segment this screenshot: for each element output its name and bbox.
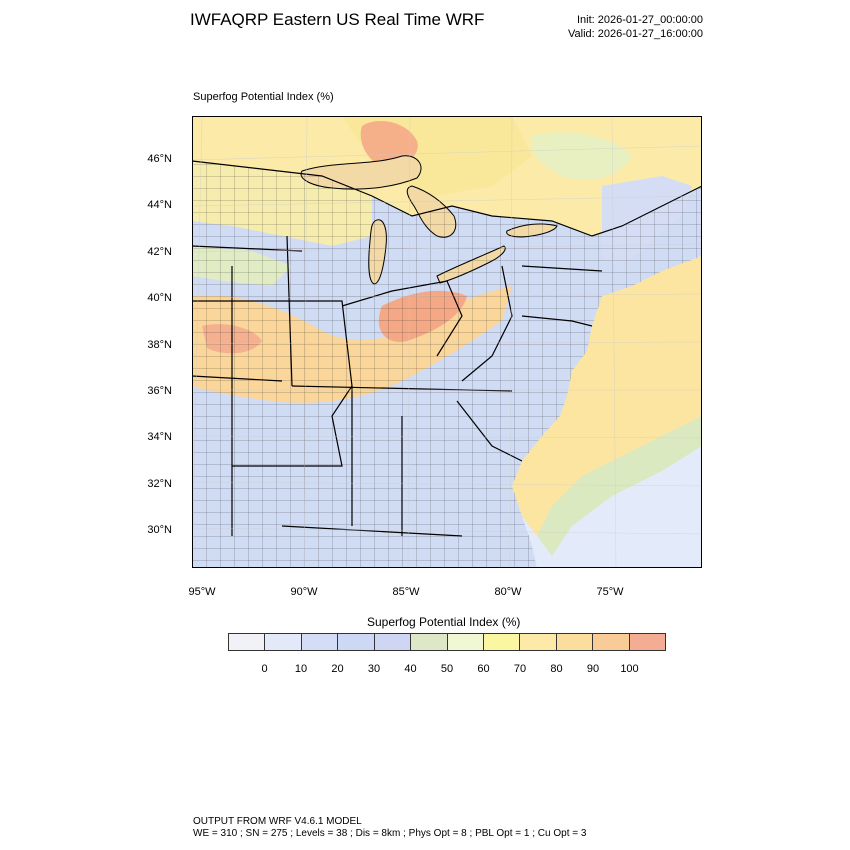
colorbar-cell	[629, 634, 666, 650]
lat-label-40: 40°N	[147, 292, 172, 304]
lon-label-95: 95°W	[188, 586, 216, 598]
footer-model: OUTPUT FROM WRF V4.6.1 MODEL	[193, 816, 362, 827]
init-time: Init: 2026-01-27_00:00:00	[577, 14, 703, 26]
colorbar-cell	[593, 634, 630, 650]
lat-label-44: 44°N	[147, 199, 172, 211]
valid-time: Valid: 2026-01-27_16:00:00	[568, 28, 703, 40]
map-plot	[192, 116, 702, 568]
field-label: Superfog Potential Index (%)	[193, 91, 334, 103]
colorbar-tick-label: 40	[404, 663, 417, 675]
lat-label-32: 32°N	[147, 478, 172, 490]
colorbar-cell	[411, 634, 448, 650]
colorbar-tick-label: 30	[367, 663, 381, 675]
colorbar-title: Superfog Potential Index (%)	[367, 615, 521, 629]
graticule	[192, 116, 702, 568]
colorbar-cell	[229, 634, 266, 650]
lat-label-34: 34°N	[147, 431, 172, 443]
colorbar-tick-label: 0	[261, 663, 268, 675]
colorbar-tick-label: 60	[477, 663, 490, 675]
colorbar-cell	[265, 634, 302, 650]
lat-label-46: 46°N	[147, 153, 172, 165]
lon-label-85: 85°W	[392, 586, 420, 598]
colorbar-tick-label: 70	[513, 663, 527, 675]
colorbar-tick-label: 10	[294, 663, 308, 675]
colorbar-tick-label: 100	[620, 663, 639, 675]
colorbar-tick-label: 90	[586, 663, 600, 675]
lat-label-42: 42°N	[147, 246, 172, 258]
colorbar	[228, 633, 666, 651]
page-title: IWFAQRP Eastern US Real Time WRF	[190, 10, 485, 29]
lat-label-38: 38°N	[147, 339, 172, 351]
colorbar-tick-label: 20	[331, 663, 344, 675]
colorbar-tick-label: 50	[440, 663, 454, 675]
colorbar-cell	[338, 634, 375, 650]
colorbar-cell	[301, 634, 339, 650]
quebec-green	[531, 132, 632, 180]
lon-label-90: 90°W	[290, 586, 318, 598]
coastal-band	[512, 256, 702, 536]
state-boundaries	[192, 160, 702, 537]
colorbar-cell	[483, 634, 521, 650]
lon-label-75: 75°W	[596, 586, 624, 598]
footer-config: WE = 310 ; SN = 275 ; Levels = 38 ; Dis …	[193, 828, 587, 839]
colorbar-cell	[374, 634, 412, 650]
lat-label-30: 30°N	[147, 524, 172, 536]
colorbar-tick-label: 80	[550, 663, 563, 675]
colorbar-cell	[520, 634, 557, 650]
colorbar-cell	[556, 634, 594, 650]
gulf-stream-green	[537, 416, 702, 556]
lon-label-80: 80°W	[494, 586, 522, 598]
colorbar-cell	[447, 634, 484, 650]
lat-label-36: 36°N	[147, 385, 172, 397]
